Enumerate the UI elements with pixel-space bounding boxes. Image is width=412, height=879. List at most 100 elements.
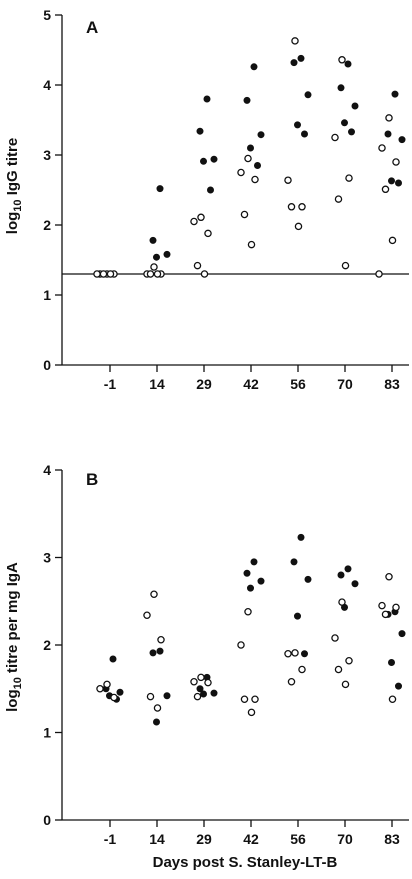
panel-b-open-point [381, 610, 390, 619]
panel-b-open-point [157, 636, 165, 644]
panel-b-filled-point [304, 575, 312, 583]
panel-b-open-point [237, 641, 245, 649]
panel-a-filled-point [297, 54, 305, 62]
panel-a-open-point [193, 261, 202, 270]
panel-b-y-tick-label: 0 [43, 812, 51, 828]
panel-a-open-point [392, 158, 400, 166]
panel-b-filled-point [116, 688, 124, 696]
panel-b-points [96, 533, 406, 726]
panel-a-y-tick-label: 1 [43, 287, 51, 303]
panel-a-x-tick-label: 83 [384, 376, 400, 392]
panel-a-open-point [247, 240, 256, 249]
panel-b-label: B [86, 470, 98, 489]
panel-b-open-point [150, 590, 158, 599]
panel-b-y-axis-label-base: log [4, 689, 21, 712]
panel-a-open-point [153, 270, 162, 278]
panel-b-y-tick-label: 3 [43, 550, 51, 566]
panel-b-filled-point [290, 558, 298, 566]
panel-b-open-point [153, 704, 162, 712]
panel-a-open-point [150, 263, 158, 271]
panel-b-open-point [345, 657, 353, 665]
panel-b-y-tick-label: 2 [43, 637, 51, 653]
panel-b-open-point [291, 649, 299, 657]
panel-a-filled-point [196, 127, 204, 135]
panel-b-x-tick-label: 14 [149, 831, 165, 847]
panel-b-open-point [287, 678, 296, 686]
panel-b-open-point [341, 680, 350, 689]
panel-a-open-point [99, 270, 108, 278]
panel-a-filled-point [347, 128, 355, 136]
panel-b-filled-point [156, 647, 164, 655]
panel-b-x-tick-label: 56 [290, 831, 306, 847]
panel-b-filled-point [387, 659, 395, 667]
panel-b-open-point [193, 692, 202, 701]
panel-a-axes: 0 1 2 3 4 5 -1 14 29 42 56 70 83 [43, 7, 409, 392]
panel-a-points [93, 37, 406, 278]
panel-a-y-axis-label-rest: IgG titre [4, 138, 21, 200]
panel-a-open-point [197, 213, 205, 222]
panel-a-filled-point [344, 60, 352, 68]
panel-a-filled-point [293, 121, 301, 129]
panel-a-open-point [298, 203, 306, 211]
panel-a-open-point [200, 270, 209, 278]
panel-b-open-point [378, 601, 386, 610]
panel-b-axes: 0 1 2 3 4 -1 14 29 42 56 70 83 [43, 462, 409, 847]
panel-a-open-point [378, 144, 386, 152]
panel-a-open-point [244, 154, 252, 163]
panel-a-open-point [240, 210, 249, 219]
panel-b-open-point [331, 634, 339, 642]
panel-a-filled-point [391, 90, 399, 98]
panel-b-y-axis-label-sub: 10 [12, 677, 24, 689]
panel-b-x-tick-label: 83 [384, 831, 400, 847]
panel-a-open-point [204, 229, 212, 238]
panel-a-filled-point [203, 95, 211, 103]
panel-a-filled-point [253, 161, 261, 169]
panel-a-filled-point [351, 102, 359, 110]
panel-b-open-point [247, 708, 256, 717]
panel-a-open-point [190, 217, 198, 226]
panel-a-filled-point [300, 130, 308, 138]
panel-b-open-point [103, 680, 111, 689]
panel-a-filled-point [163, 250, 171, 258]
panel-a-y-axis-label-sub: 10 [12, 199, 24, 211]
panel-a-open-point [291, 37, 299, 45]
panel-b-open-point [143, 611, 151, 620]
panel-b-filled-point [293, 612, 301, 620]
panel-b-y-axis-label-rest: titre per mg IgA [4, 562, 21, 677]
panel-b-x-tick-label: 70 [337, 831, 353, 847]
panel-b-filled-point [297, 533, 305, 541]
panel-a-open-point [106, 270, 115, 278]
panel-a-open-point [331, 133, 339, 142]
panel-b: 0 1 2 3 4 -1 14 29 42 56 70 83 B log10 titre per mg… [4, 462, 409, 871]
panel-b-filled-point [257, 577, 265, 585]
panel-a-filled-point [250, 63, 258, 71]
panel-b-x-tick-label: 42 [243, 831, 259, 847]
panel-b-y-axis-label: log10 titre per mg IgA [4, 562, 24, 712]
panel-a-open-point [251, 175, 259, 184]
panel-b-open-point [298, 665, 306, 674]
panel-b-open-point [96, 685, 104, 693]
panel-a-open-point [388, 236, 397, 245]
panel-a-filled-point [246, 144, 254, 152]
panel-b-open-point [338, 598, 346, 606]
panel-a-filled-point [394, 179, 402, 187]
panel-b-open-point [385, 573, 393, 581]
panel-a-filled-point [152, 253, 160, 261]
panel-a-open-point [146, 270, 155, 278]
panel-b-open-point [197, 673, 205, 682]
panel-a-open-point [341, 261, 350, 270]
panel-b-open-point [204, 678, 212, 687]
panel-a-y-tick-label: 3 [43, 147, 51, 163]
panel-a-open-point [385, 114, 393, 122]
panel-a-filled-point [290, 59, 298, 67]
panel-a-open-point [93, 270, 101, 278]
panel-b-filled-point [300, 650, 308, 658]
panel-b-open-point [244, 608, 252, 616]
panel-b-filled-point [394, 682, 402, 690]
panel-a-x-tick-label: 56 [290, 376, 306, 392]
panel-a: 0 1 2 3 4 5 -1 14 29 42 56 70 83 A log10 IgG titre [4, 7, 409, 392]
panel-b-open-point [110, 693, 118, 702]
panel-b-x-tick-label: -1 [104, 831, 117, 847]
panel-b-y-tick-label: 1 [43, 725, 51, 741]
